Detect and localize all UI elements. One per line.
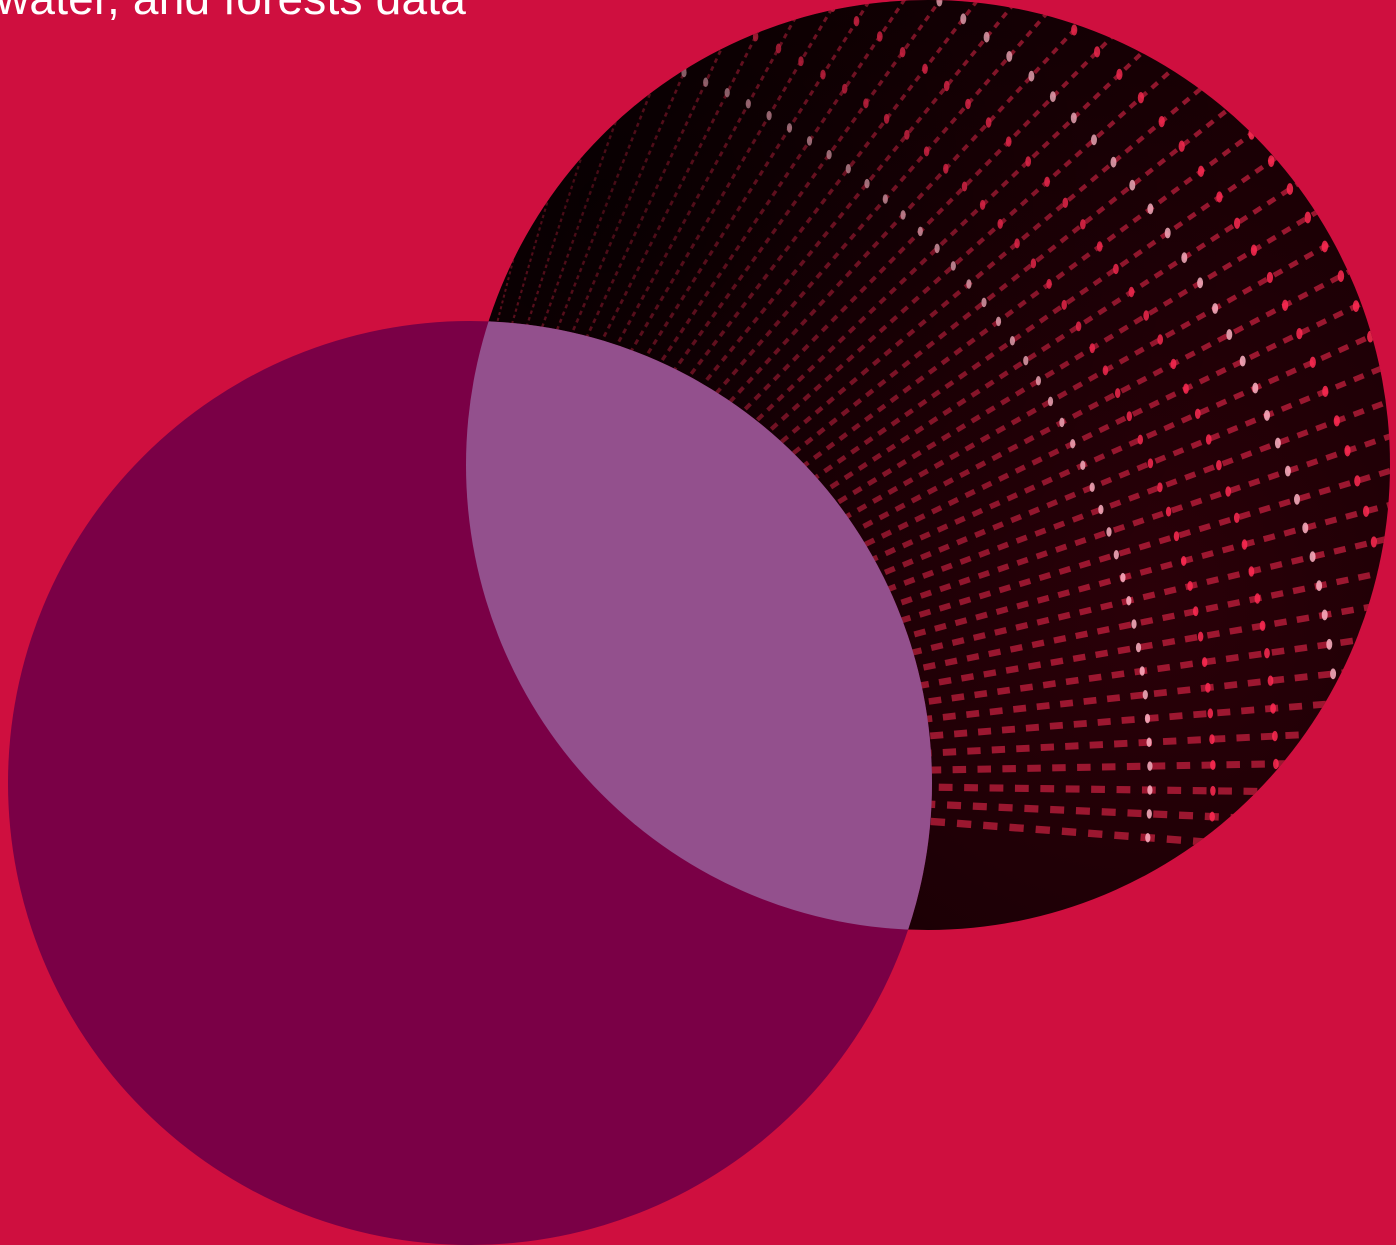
led-dot: [1333, 846, 1340, 858]
led-dot: [1272, 814, 1278, 825]
led-dot: [1298, 90, 1306, 103]
led-dot: [1319, 119, 1327, 132]
led-dot: [1335, 816, 1342, 828]
led-dot: [568, 29, 574, 39]
led-dot: [1371, 82, 1379, 96]
led-dot: [1393, 393, 1396, 405]
led-dot: [1184, 49, 1192, 62]
led-dot: [614, 42, 620, 53]
led-dot: [1388, 629, 1390, 642]
led-dot: [729, 20, 736, 31]
led-dot: [1393, 661, 1396, 672]
led-dot: [1339, 148, 1347, 161]
led-dot: [1335, 787, 1342, 798]
led-dot: [1335, 757, 1342, 769]
led-dot: [1277, 61, 1284, 75]
led-dot: [1334, 727, 1341, 739]
led-dot: [591, 35, 597, 46]
led-dot: [1380, 361, 1387, 374]
led-dot: [1392, 114, 1396, 127]
led-dot: [1376, 209, 1384, 222]
led-dot: [1349, 52, 1357, 66]
led-dot: [682, 0, 688, 10]
led-dot: [1326, 22, 1334, 36]
headline-fragment: water, and forests data: [0, 0, 466, 24]
led-dot: [1332, 697, 1339, 709]
led-dot: [1383, 598, 1390, 610]
led-dot: [1161, 25, 1169, 37]
led-dot: [1207, 837, 1214, 848]
led-dot: [1377, 567, 1384, 579]
led-dot: [1358, 178, 1366, 191]
led-dot: [636, 50, 643, 60]
led-dot: [1302, 0, 1310, 7]
led-dot: [706, 9, 712, 20]
led-dot: [1047, 3, 1054, 15]
led-dot: [1227, 101, 1235, 113]
led-dot: [1273, 786, 1279, 797]
led-dot: [1231, 7, 1239, 20]
led-dot: [659, 58, 665, 69]
led-dot: [1138, 1, 1145, 13]
led-dot: [1254, 34, 1262, 47]
led-dot: [1270, 841, 1277, 853]
led-dot: [1206, 75, 1214, 87]
led-dot: [658, 0, 664, 1]
